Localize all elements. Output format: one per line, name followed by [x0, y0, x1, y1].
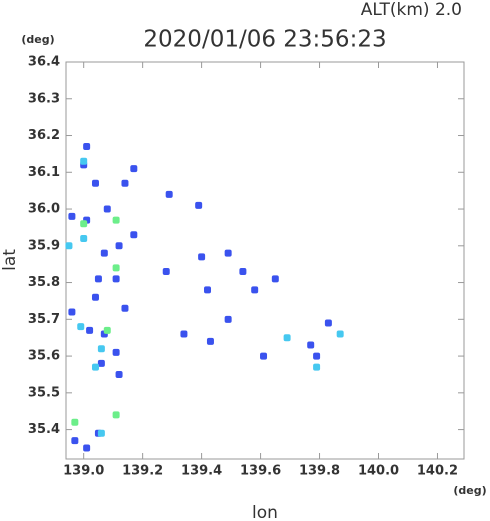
x-tick-label: 139.8 — [299, 464, 340, 479]
precip-cell — [97, 345, 105, 353]
precip-cell — [97, 429, 105, 437]
precip-cell — [130, 231, 138, 239]
x-tick-label: 139.0 — [63, 464, 104, 479]
precip-cell — [112, 275, 120, 283]
precip-cell — [94, 275, 102, 283]
precip-cell — [71, 437, 79, 445]
precip-cell — [91, 363, 99, 371]
precip-cell — [65, 242, 73, 250]
y-tick-label: 35.7 — [28, 312, 60, 327]
y-tick-label: 36.2 — [28, 128, 60, 143]
x-tick-label: 139.2 — [122, 464, 163, 479]
y-tick-label: 35.4 — [28, 422, 60, 437]
y-tick-label: 35.5 — [28, 385, 60, 400]
x-tick-label: 139.4 — [181, 464, 222, 479]
precip-cell — [112, 348, 120, 356]
precip-cell — [80, 220, 88, 228]
precip-cell — [307, 341, 315, 349]
precip-cell — [204, 286, 212, 294]
precip-cell — [271, 275, 279, 283]
precip-cell — [313, 363, 321, 371]
x-unit: (deg) — [453, 484, 486, 497]
x-tick-label: 140.0 — [358, 464, 399, 479]
precip-cell — [324, 319, 332, 327]
precip-cell — [68, 212, 76, 220]
y-tick-label: 35.8 — [28, 275, 60, 290]
precip-cell — [103, 326, 111, 334]
precip-cell — [112, 411, 120, 419]
precip-cell — [195, 201, 203, 209]
precip-cell — [115, 370, 123, 378]
precip-cell — [224, 249, 232, 257]
precip-cell — [100, 249, 108, 257]
precip-cell — [130, 165, 138, 173]
precip-cell — [239, 268, 247, 276]
x-tick-label: 139.6 — [240, 464, 281, 479]
y-tick-label: 35.6 — [28, 349, 60, 364]
subtitle: ALT(km) 2.0 — [361, 0, 462, 20]
y-tick-label: 36.1 — [28, 165, 60, 180]
precip-cell — [97, 359, 105, 367]
y-tick-label: 35.9 — [28, 238, 60, 253]
precip-cell — [71, 418, 79, 426]
precip-cell — [91, 179, 99, 187]
precip-cell — [121, 179, 129, 187]
x-axis-label: lon — [252, 503, 278, 521]
precip-cell — [91, 293, 99, 301]
precip-cell — [80, 157, 88, 165]
precip-cell — [112, 264, 120, 272]
precip-cell — [80, 234, 88, 242]
precip-cell — [165, 190, 173, 198]
precip-cell — [251, 286, 259, 294]
precip-cell — [198, 253, 206, 261]
precip-cell — [103, 205, 111, 213]
y-axis-label: lat — [0, 249, 20, 271]
precip-cell — [162, 268, 170, 276]
precip-cell — [336, 330, 344, 338]
precip-cell — [77, 323, 85, 331]
precip-cell — [206, 337, 214, 345]
y-tick-label: 36.3 — [28, 91, 60, 106]
chart-title: 2020/01/06 23:56:23 — [143, 27, 386, 53]
y-tick-label: 36.4 — [28, 55, 60, 70]
precip-cell — [83, 143, 91, 151]
x-tick-label: 140.2 — [417, 464, 458, 479]
precip-cell — [224, 315, 232, 323]
precip-cell — [180, 330, 188, 338]
precip-cell — [83, 444, 91, 452]
precip-cell — [260, 352, 268, 360]
precip-cell — [283, 334, 291, 342]
y-tick-label: 36.0 — [28, 202, 60, 217]
precip-cell — [86, 326, 94, 334]
y-unit: (deg) — [21, 33, 54, 46]
precip-cell — [313, 352, 321, 360]
precip-cell — [115, 242, 123, 250]
plot-frame — [65, 61, 465, 460]
precip-cell — [68, 308, 76, 316]
precip-cell — [112, 216, 120, 224]
precip-cell — [121, 304, 129, 312]
